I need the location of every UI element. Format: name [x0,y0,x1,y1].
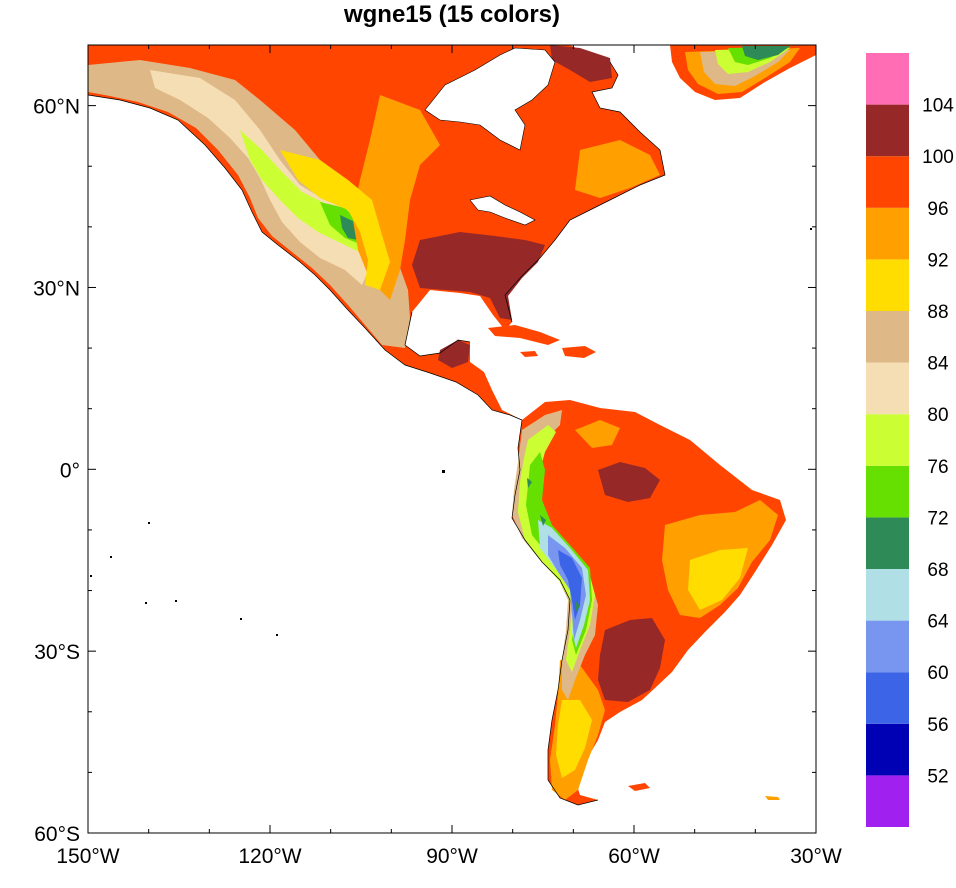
north-america-rockies-seagreen [340,215,358,240]
lat-tick-label: 60°N [33,96,80,119]
north-america-west-mountains-tan [88,60,410,348]
lon-tick-label: 30°W [790,845,842,868]
canada-east-orange [575,140,660,198]
colorbar-swatch [866,311,909,363]
south-america-maroon-chaco [598,618,665,702]
colorbar-label: 68 [927,560,948,581]
colorbar-swatch [866,53,909,105]
lat-tick-label: 0° [60,459,80,482]
lon-tick-label: 90°W [426,845,478,868]
colorbar: 52 56 60 64 68 72 76 80 84 88 92 96 100 104 [866,53,954,827]
colorbar-swatch [866,104,909,157]
colorbar-label: 88 [927,302,948,323]
colorbar-label: 100 [922,147,954,168]
map-area [88,45,816,806]
falkland-islands [628,783,650,791]
colorbar-swatch [866,156,909,208]
colorbar-swatch [866,775,909,827]
lat-tick-label: 30°S [34,641,80,664]
colorbar-label: 56 [927,715,948,736]
north-america-arctic-maroon [550,45,612,82]
south-georgia [765,796,780,800]
colorbar-swatch [866,517,909,569]
colorbar-swatch [866,207,909,260]
south-america-yellow-patagonia [556,700,592,778]
north-america-yellow-band [280,150,390,290]
north-america-southeast-maroon [412,232,545,320]
colorbar-swatch [866,362,909,415]
south-america-maroon-amazon [598,462,660,502]
pacific-islands [90,228,812,636]
amazon-orange [575,420,620,448]
lat-tick-label: 60°S [34,823,80,846]
colorbar-swatch [866,672,909,724]
lon-tick-label: 150°W [56,845,119,868]
colorbar-label: 92 [927,250,948,271]
coastlines [88,61,666,806]
colorbar-label: 96 [927,199,948,220]
axis-ticks: 150°W 120°W 90°W 60°W 30°W 60°N 30°N 0° 30°S 60°S [33,44,842,868]
lon-tick-label: 120°W [238,845,301,868]
colorbar-label: 84 [927,354,949,375]
colorbar-swatch [866,465,909,518]
great-lakes [469,195,536,226]
colorbar-label: 52 [927,766,948,787]
colorbar-swatch [866,414,909,466]
caribbean-hispaniola [562,346,596,358]
colorbar-label: 104 [922,96,954,117]
south-america-yellow-brazil [688,548,748,610]
colorbar-label: 64 [927,612,949,633]
caribbean-jamaica [520,351,538,357]
colorbar-label: 76 [927,457,948,478]
greenland-seagreen [742,46,790,60]
hudson-bay [424,47,556,151]
colorbar-swatch [866,569,909,621]
central-america-maroon [438,340,470,368]
lon-tick-label: 60°W [608,845,660,868]
colorbar-swatch [866,620,909,673]
colorbar-label: 60 [927,663,948,684]
colorbar-label: 80 [927,405,948,426]
lat-tick-label: 30°N [33,277,80,300]
colorbar-label: 72 [927,508,948,529]
colorbar-swatch [866,723,909,776]
colorbar-swatch [866,259,909,311]
caribbean-cuba [488,325,560,345]
map-title: wgne15 (15 colors) [343,1,561,28]
